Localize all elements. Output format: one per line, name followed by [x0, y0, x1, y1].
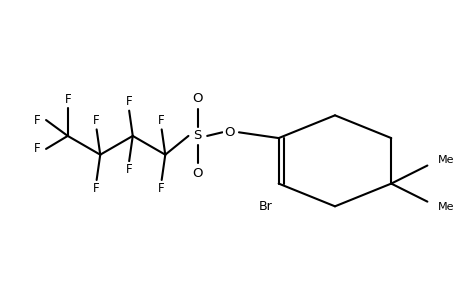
Text: O: O — [192, 167, 202, 180]
Text: S: S — [193, 129, 202, 142]
Text: F: F — [126, 164, 132, 176]
Text: F: F — [34, 113, 40, 127]
Text: F: F — [158, 114, 165, 127]
Text: Me: Me — [437, 202, 454, 212]
Text: O: O — [192, 92, 202, 105]
Text: F: F — [64, 93, 71, 106]
Text: F: F — [126, 95, 132, 109]
Text: F: F — [34, 142, 40, 155]
Text: F: F — [93, 182, 100, 195]
Text: F: F — [158, 182, 165, 195]
Text: Me: Me — [437, 155, 454, 165]
Text: O: O — [224, 126, 235, 139]
Text: Br: Br — [258, 200, 272, 213]
Text: F: F — [93, 114, 100, 127]
